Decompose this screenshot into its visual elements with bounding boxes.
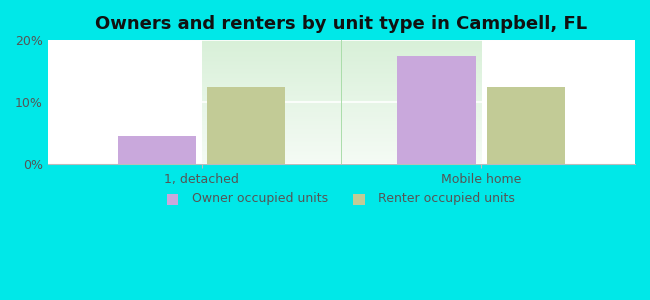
Bar — [207, 87, 285, 164]
Bar — [487, 87, 565, 164]
Bar — [118, 136, 196, 164]
Legend: Owner occupied units, Renter occupied units: Owner occupied units, Renter occupied un… — [162, 185, 521, 210]
Title: Owners and renters by unit type in Campbell, FL: Owners and renters by unit type in Campb… — [96, 15, 588, 33]
Bar — [397, 56, 476, 164]
